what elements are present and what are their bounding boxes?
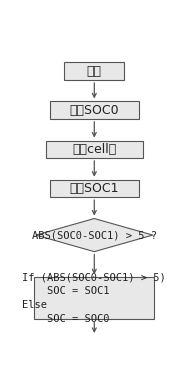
Polygon shape <box>36 219 153 252</box>
Bar <box>34 277 154 319</box>
Text: 读取SOC0: 读取SOC0 <box>70 104 119 117</box>
Text: ABS(SOC0-SOC1) > 5 ?: ABS(SOC0-SOC1) > 5 ? <box>32 230 157 240</box>
Text: If (ABS(SOC0-SOC1) > 5)
    SOC = SOC1
Else
    SOC = SOC0: If (ABS(SOC0-SOC1) > 5) SOC = SOC1 Else … <box>22 272 166 324</box>
Text: 计算SOC1: 计算SOC1 <box>70 182 119 195</box>
Bar <box>50 180 139 197</box>
Bar <box>46 140 143 158</box>
Bar <box>64 62 124 80</box>
Text: 上电: 上电 <box>87 65 102 77</box>
Text: 读取cell值: 读取cell值 <box>72 143 116 156</box>
Bar <box>50 101 139 119</box>
